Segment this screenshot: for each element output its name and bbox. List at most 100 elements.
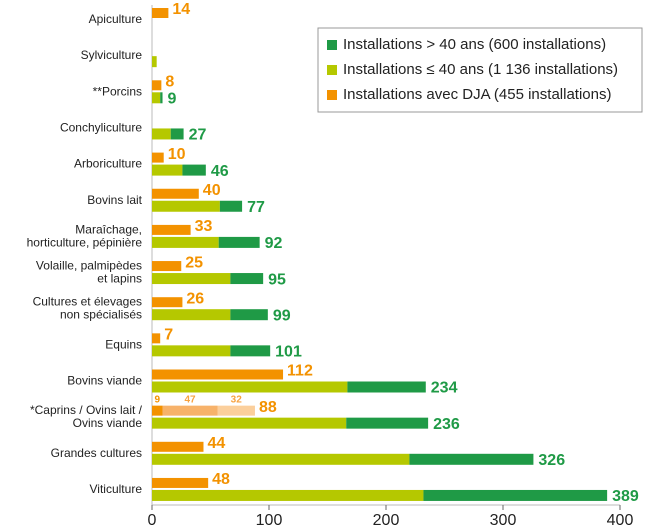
dja-part (217, 405, 255, 416)
category-line: Apiculture (89, 12, 143, 26)
total-label: 99 (273, 307, 291, 324)
category-label: Apiculture (89, 12, 143, 26)
bar-over-40 (409, 453, 534, 465)
category-label: Conchyliculture (60, 121, 142, 135)
legend-label: Installations avec DJA (455 installation… (343, 86, 611, 103)
total-label: 46 (211, 163, 229, 180)
dja-label: 8 (165, 74, 174, 91)
category-label: Cultures et élevages non spécialisés (33, 295, 142, 322)
bar-under-40 (152, 309, 231, 321)
category-line: Arboriculture (74, 157, 142, 171)
bar-under-40 (152, 417, 347, 429)
total-label: 101 (275, 344, 302, 361)
category-label: Bovins viande (67, 374, 142, 388)
bar-over-40 (160, 92, 163, 104)
category-label: Maraîchage, horticulture, pépinière (27, 223, 143, 250)
x-tick-label: 200 (373, 512, 400, 529)
x-tick-label: 300 (490, 512, 517, 529)
bar-dja (152, 369, 284, 380)
bar-over-40 (230, 309, 268, 321)
category-line: horticulture, pépinière (27, 236, 143, 250)
total-label: 77 (247, 199, 265, 216)
bar-over-40 (230, 345, 271, 357)
legend-box (317, 27, 643, 113)
legend-swatch (327, 90, 337, 100)
category-label: Equins (105, 338, 142, 352)
bar-under-40 (152, 381, 348, 393)
category-line: Equins (105, 338, 142, 352)
bar-under-40 (152, 345, 231, 357)
bar-over-40 (219, 200, 243, 212)
category-line: Bovins lait (87, 193, 142, 207)
dja-label: 48 (212, 471, 230, 488)
category-line: Viticulture (90, 482, 143, 496)
dja-label: 7 (164, 327, 173, 344)
bar-over-40 (423, 489, 608, 501)
total-label: 236 (433, 416, 460, 433)
bar-under-40 (152, 489, 424, 501)
category-line: Maraîchage, (75, 223, 142, 237)
x-tick-label: 100 (256, 512, 283, 529)
total-label: 92 (265, 235, 283, 252)
total-label: 389 (612, 488, 639, 505)
category-label: Sylviculture (81, 48, 143, 62)
total-label: 9 (168, 91, 177, 108)
dja-part (152, 405, 163, 416)
dja-part-label: 9 (154, 394, 160, 405)
category-label: Arboriculture (74, 157, 142, 171)
total-label: 95 (268, 271, 286, 288)
total-label: 27 (189, 127, 207, 144)
dja-label: 44 (207, 435, 225, 452)
category-line: *Caprins / Ovins lait / (30, 403, 143, 417)
bar-over-40 (346, 417, 429, 429)
bar-under-40 (152, 453, 410, 465)
x-tick-label: 0 (148, 512, 157, 529)
dja-label: 112 (287, 363, 313, 380)
dja-label: 25 (185, 254, 203, 271)
category-line: Grandes cultures (51, 446, 142, 460)
category-line: et lapins (97, 272, 142, 286)
category-line: Ovins viande (73, 416, 143, 430)
bar-dja (152, 441, 204, 452)
dja-part-label: 32 (231, 394, 243, 405)
bar-under-40 (152, 92, 161, 104)
bar-dja (152, 477, 209, 488)
bar-under-40 (152, 273, 231, 285)
dja-label: 40 (203, 182, 221, 199)
bar-under-40 (152, 56, 157, 68)
dja-part (162, 405, 218, 416)
category-label: *Caprins / Ovins lait / Ovins viande (30, 403, 143, 430)
bar-under-40 (152, 128, 171, 140)
dja-label: 33 (195, 218, 213, 235)
category-line: Volaille, palmipèdes (36, 259, 142, 273)
category-line: Conchyliculture (60, 121, 142, 135)
bar-under-40 (152, 236, 219, 248)
legend-swatch (327, 40, 337, 50)
category-line: **Porcins (93, 84, 142, 98)
bar-dja (152, 261, 182, 272)
category-line: non spécialisés (60, 308, 142, 322)
bar-dja (152, 188, 199, 199)
category-label: Viticulture (90, 482, 143, 496)
dja-label: 88 (259, 399, 277, 416)
category-line: Sylviculture (81, 48, 143, 62)
total-label: 234 (431, 380, 458, 397)
legend-label: Installations > 40 ans (600 installation… (343, 36, 606, 53)
bar-dja (152, 224, 191, 235)
bar-under-40 (152, 164, 183, 176)
bar-dja (152, 297, 183, 308)
bar-dja (152, 152, 164, 163)
total-label: 326 (538, 452, 565, 469)
category-label: Grandes cultures (51, 446, 142, 460)
dja-label: 26 (186, 290, 204, 307)
bar-over-40 (347, 381, 426, 393)
category-label: **Porcins (93, 84, 142, 98)
bar-dja (152, 8, 169, 18)
x-tick-label: 400 (607, 512, 634, 529)
bar-over-40 (218, 236, 260, 248)
dja-label: 10 (168, 146, 186, 163)
category-line: Cultures et élevages (33, 295, 142, 309)
bar-dja (152, 80, 162, 91)
category-label: Bovins lait (87, 193, 142, 207)
